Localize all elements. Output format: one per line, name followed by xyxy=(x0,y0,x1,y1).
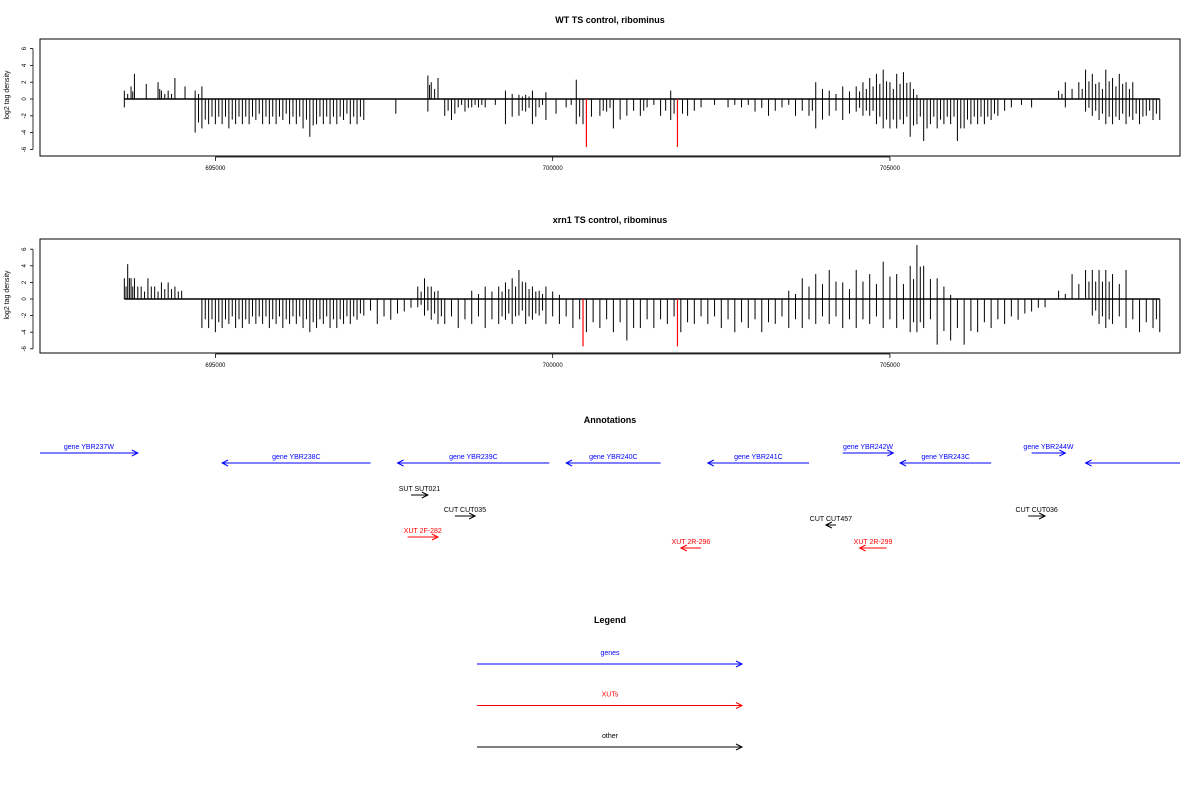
legend-label: XUTs xyxy=(602,692,619,699)
xrn1-panel-title: xrn1 TS control, ribominus xyxy=(553,215,668,225)
y-tick-label: 2 xyxy=(22,280,28,284)
wt-y-axis: -6 -4 -2 0 2 4 6 xyxy=(22,46,34,152)
legend-arrow-head xyxy=(735,660,744,668)
wt-panel-title: WT TS control, ribominus xyxy=(555,15,665,25)
annotations-title: Annotations xyxy=(584,415,637,425)
feature-arrow-head xyxy=(887,449,895,457)
feature-arrow-head xyxy=(1084,459,1092,467)
wt-bars xyxy=(123,69,1161,147)
feature-label: XUT 2F-282 xyxy=(404,528,442,535)
xrn1-density-panel: xrn1 TS control, ribominus log2 tag dens… xyxy=(4,215,1181,369)
feature-label: gene YBR240C xyxy=(589,454,638,461)
legend-label: genes xyxy=(600,650,620,657)
y-tick-label: -6 xyxy=(22,146,28,152)
feature-arrow-head xyxy=(468,512,477,520)
xrn1-y-axis: -6 -4 -2 0 2 4 6 xyxy=(22,247,34,351)
y-tick-label: 6 xyxy=(22,46,28,50)
wt-y-axis-label: log2 tag density xyxy=(4,70,11,120)
y-tick-label: -2 xyxy=(22,312,28,318)
feature-arrow-head xyxy=(131,449,139,457)
legend-arrow-head xyxy=(735,702,744,709)
feature-label: gene YBR241C xyxy=(734,454,783,461)
y-tick-label: 4 xyxy=(22,63,28,67)
y-tick-label: -2 xyxy=(22,112,28,118)
y-tick-label: -4 xyxy=(22,329,28,335)
y-tick-label: -4 xyxy=(22,129,28,135)
feature-label: gene YBR239C xyxy=(449,454,498,461)
feature-label: CUT CUT036 xyxy=(1016,507,1058,514)
feature-label: XUT 2R-299 xyxy=(854,539,893,546)
x-tick-label: 705000 xyxy=(880,363,901,369)
feature-arrow-head xyxy=(565,459,573,467)
xrn1-bars xyxy=(123,245,1161,347)
x-tick-label: 700000 xyxy=(543,166,564,172)
feature-label: gene YBR237W xyxy=(64,444,114,451)
feature-label: gene YBR243C xyxy=(921,454,970,461)
y-tick-label: 0 xyxy=(22,97,28,101)
feature-label: CUT CUT457 xyxy=(810,516,852,523)
xrn1-x-axis: 695000 700000 705000 xyxy=(205,353,901,369)
feature-arrow-head xyxy=(421,491,429,499)
y-tick-label: -6 xyxy=(22,345,28,351)
feature-label: gene YBR244W xyxy=(1023,444,1073,451)
feature-label: CUT CUT035 xyxy=(444,507,486,514)
feature-arrow-head xyxy=(706,459,715,467)
feature-arrow-head xyxy=(431,533,440,541)
legend-title: Legend xyxy=(594,615,626,625)
y-tick-label: 6 xyxy=(22,247,28,251)
feature-label: gene YBR238C xyxy=(272,454,321,461)
legend-label: other xyxy=(602,733,619,740)
feature-arrow-head xyxy=(858,544,866,552)
x-tick-label: 700000 xyxy=(543,363,564,369)
feature-arrow-head xyxy=(898,459,907,467)
xrn1-plot-frame xyxy=(39,238,1181,354)
x-tick-label: 695000 xyxy=(205,166,226,172)
legend-arrow-head xyxy=(735,743,744,751)
y-tick-label: 0 xyxy=(22,297,28,301)
feature-arrow-head xyxy=(1038,512,1047,520)
x-tick-label: 705000 xyxy=(880,166,901,172)
wt-x-axis: 695000 700000 705000 xyxy=(205,156,901,172)
annotation-features: gene YBR237W gene YBR238C gene YBR239C gene… xyxy=(40,444,1180,552)
feature-label: gene YBR242W xyxy=(843,444,893,451)
feature-arrow-head xyxy=(221,459,229,467)
feature-label: XUT 2R-296 xyxy=(672,539,711,546)
wt-plot-frame xyxy=(39,38,1181,157)
xrn1-y-axis-label: log2 tag density xyxy=(4,270,11,320)
feature-arrow-head xyxy=(824,521,833,529)
legend-entries: genes XUTs other xyxy=(477,650,744,751)
x-tick-label: 695000 xyxy=(205,363,226,369)
feature-arrow-head xyxy=(1059,449,1067,457)
feature-arrow-head xyxy=(679,544,688,552)
y-tick-label: 4 xyxy=(22,263,28,267)
wt-density-panel: WT TS control, ribominus log2 tag densit… xyxy=(4,15,1181,172)
feature-arrow-head xyxy=(396,459,404,467)
legend-panel: Legend genes XUTs other xyxy=(477,615,744,751)
y-tick-label: 2 xyxy=(22,80,28,84)
feature-label: SUT SUT021 xyxy=(399,486,441,493)
